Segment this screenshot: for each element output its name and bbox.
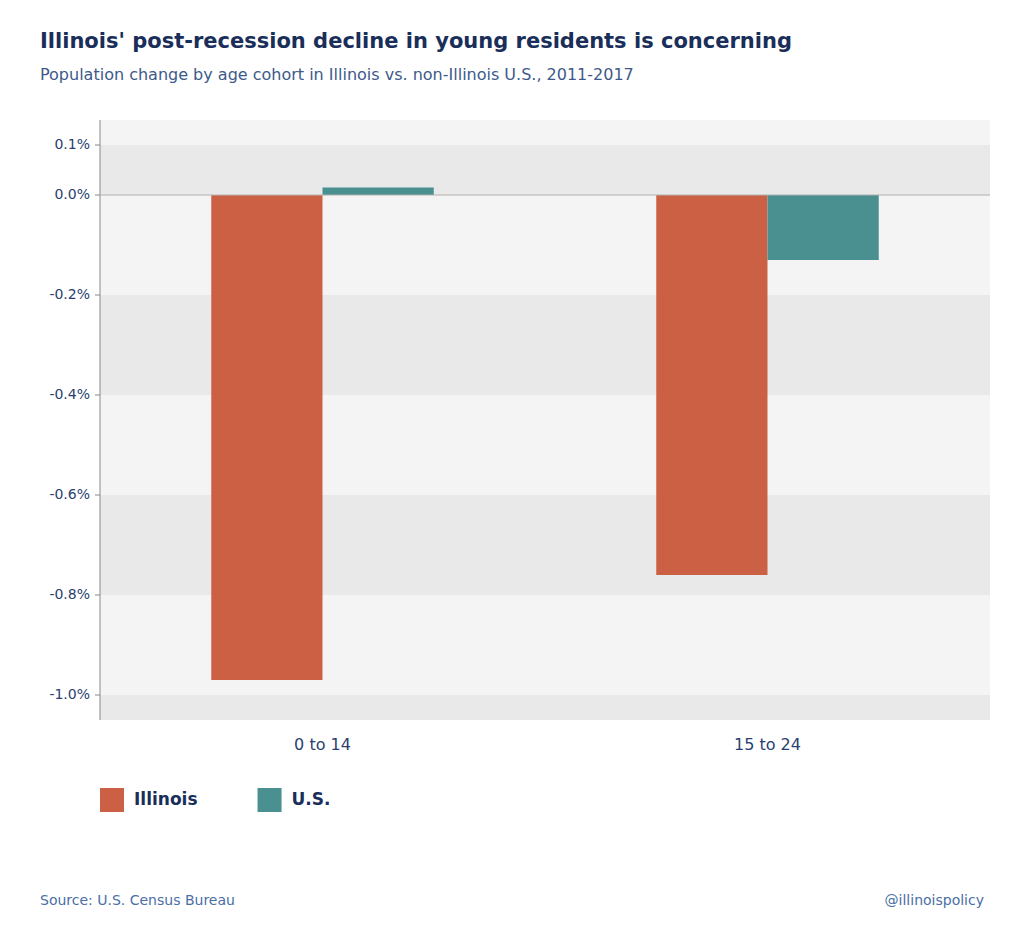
y-tick-label: -0.2%: [49, 286, 90, 302]
band: [100, 695, 990, 720]
bar: [211, 195, 322, 680]
y-tick-label: -0.6%: [49, 486, 90, 502]
plot-background: [100, 120, 990, 720]
zero-line: [100, 195, 990, 196]
y-tick-label: 0.0%: [54, 186, 90, 202]
chart: Illinois' post-recession decline in youn…: [0, 0, 1024, 942]
legend-label: Illinois: [134, 789, 198, 809]
y-tick: [95, 295, 100, 296]
bars: [211, 188, 879, 681]
bar: [323, 188, 434, 196]
y-tick-label: -0.4%: [49, 386, 90, 402]
y-tick: [95, 195, 100, 196]
annotation: @illinoispolicy: [885, 892, 984, 908]
band: [100, 145, 990, 195]
y-tick: [95, 695, 100, 696]
legend-swatch: [100, 788, 124, 812]
y-tick: [95, 145, 100, 146]
x-tick-label: 0 to 14: [294, 735, 351, 754]
annotation: Source: U.S. Census Bureau: [40, 892, 235, 908]
subtitle: Population change by age cohort in Illin…: [40, 65, 634, 84]
legend-label: U.S.: [292, 789, 331, 809]
x-tick-label: 15 to 24: [734, 735, 801, 754]
y-tick: [95, 595, 100, 596]
y-axis-line: [100, 120, 101, 720]
title: Illinois' post-recession decline in youn…: [40, 29, 792, 53]
y-tick: [95, 395, 100, 396]
y-tick: [95, 495, 100, 496]
bar: [656, 195, 767, 575]
bar: [768, 195, 879, 260]
y-tick-label: -1.0%: [49, 686, 90, 702]
y-tick-label: 0.1%: [54, 136, 90, 152]
y-tick-label: -0.8%: [49, 586, 90, 602]
legend-swatch: [258, 788, 282, 812]
